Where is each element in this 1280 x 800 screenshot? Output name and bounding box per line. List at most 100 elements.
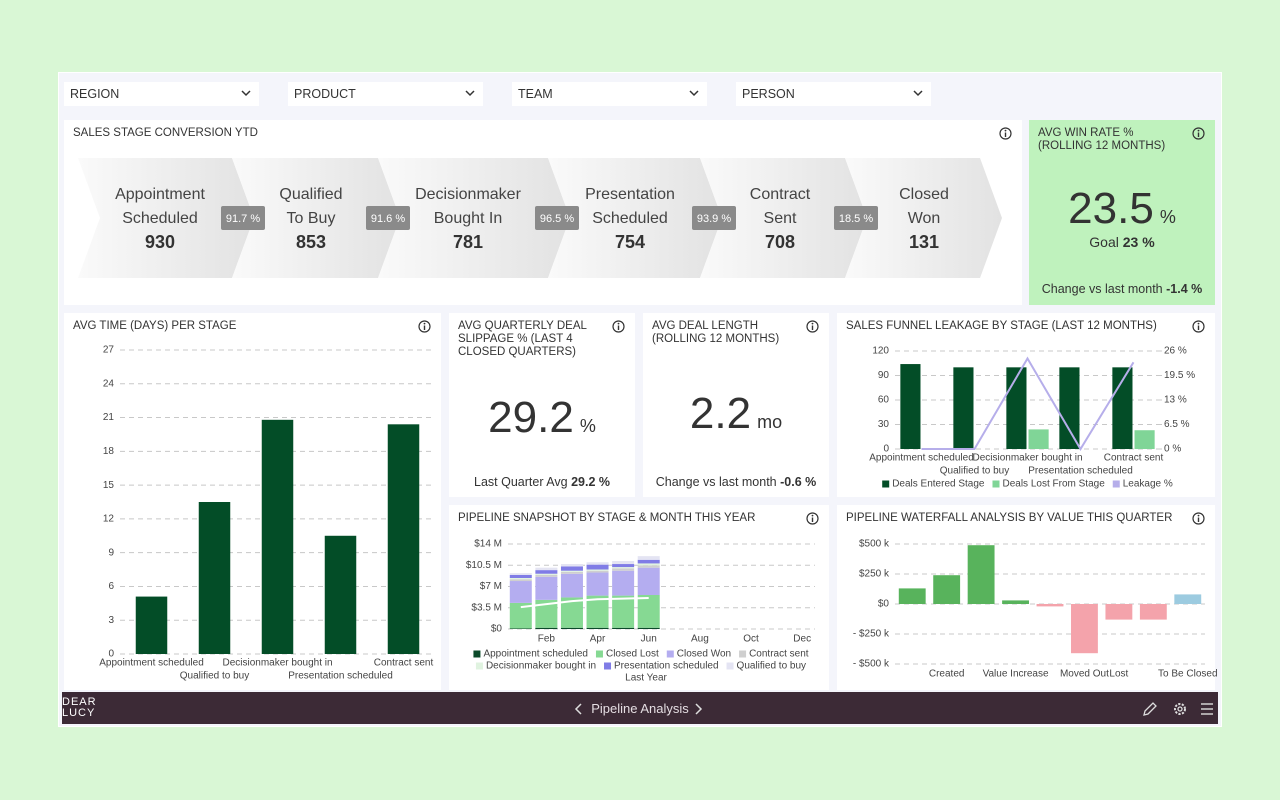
- logo-line: LUCY: [62, 707, 96, 719]
- logo-line: DEAR: [62, 696, 97, 708]
- panel-title: PIPELINE WATERFALL ANALYSIS BY VALUE THI…: [846, 512, 1173, 524]
- funnel-stage-shape: [700, 158, 867, 278]
- note-label: Change vs last month: [1041, 282, 1163, 296]
- kpi-value-row: 29.2%: [449, 393, 635, 443]
- dropdown-chevron: [913, 90, 923, 97]
- conversion-funnel: Appointment Scheduled 930 Qualified To Buy 85…: [78, 158, 1002, 278]
- stage-name: Decisionmaker: [415, 186, 521, 203]
- filter-label: PRODUCT: [294, 87, 356, 101]
- rate-label: 91.6 %: [371, 213, 405, 225]
- filter-label: TEAM: [518, 87, 553, 101]
- info-icon[interactable]: [612, 320, 625, 333]
- funnel-stage-shape: [548, 158, 722, 278]
- kpi-note: Change vs last month -0.6 %: [643, 475, 829, 489]
- kpi-note: Last Quarter Avg 29.2 %: [449, 475, 635, 489]
- panel-title: PIPELINE SNAPSHOT BY STAGE & MONTH THIS …: [458, 512, 756, 524]
- win-rate-panel: AVG WIN RATE % (ROLLING 12 MONTHS) 23.5%…: [1029, 120, 1215, 305]
- funnel-stage-shape: [232, 158, 400, 278]
- kpi-value: 2.2: [689, 389, 752, 438]
- settings-icon[interactable]: [1172, 701, 1188, 717]
- filter-label: REGION: [70, 87, 120, 101]
- menu-icon[interactable]: [1200, 702, 1214, 716]
- stage-count: 853: [296, 232, 326, 252]
- snapshot-panel: PIPELINE SNAPSHOT BY STAGE & MONTH THIS …: [449, 505, 829, 690]
- stage-name: Presentation: [585, 186, 675, 203]
- rate-badge: [221, 206, 265, 230]
- dropdown-chevron: [465, 90, 475, 97]
- note-value: 29.2 %: [571, 475, 610, 489]
- panel-title: AVG QUARTERLY DEAL SLIPPAGE % (LAST 4 CL…: [458, 320, 587, 358]
- kpi-value-row: 2.2 mo: [643, 389, 829, 439]
- goal-value: 23 %: [1122, 234, 1155, 250]
- waterfall-panel: PIPELINE WATERFALL ANALYSIS BY VALUE THI…: [837, 505, 1215, 690]
- stage-count: 781: [453, 232, 483, 252]
- prev-page[interactable]: [574, 703, 584, 715]
- filter-dropdown[interactable]: TEAM: [512, 82, 707, 106]
- rate-label: 91.7 %: [226, 213, 260, 225]
- info-icon[interactable]: [418, 320, 431, 333]
- kpi-note: Change vs last month -1.4 %: [1029, 282, 1215, 296]
- deal-length-panel: AVG DEAL LENGTH (ROLLING 12 MONTHS) 2.2 m…: [643, 313, 829, 497]
- goal-label: Goal: [1089, 234, 1119, 250]
- stage-count: 708: [765, 232, 795, 252]
- panel-title: AVG TIME (DAYS) PER STAGE: [73, 320, 237, 332]
- edit-icon[interactable]: [1142, 701, 1158, 717]
- page-name: Pipeline Analysis: [591, 701, 689, 716]
- note-value: -1.4 %: [1166, 282, 1203, 296]
- info-icon[interactable]: [1192, 320, 1205, 333]
- rate-badge: [834, 206, 878, 230]
- kpi-goal: Goal 23 %: [1029, 234, 1215, 250]
- rate-badge: [535, 206, 579, 230]
- info-icon[interactable]: [806, 320, 819, 333]
- funnel-stage-shape: [845, 158, 1002, 278]
- rate-label: 18.5 %: [839, 213, 873, 225]
- funnel-stage-shape: [378, 158, 570, 278]
- stage-name: Qualified: [279, 186, 342, 203]
- stage-name: To Buy: [287, 210, 336, 227]
- stage-name: Closed: [899, 186, 949, 203]
- funnel-stage-shape: [78, 158, 254, 278]
- filter-dropdown[interactable]: REGION: [64, 82, 259, 106]
- kpi-unit: %: [1159, 207, 1176, 227]
- kpi-value: 29.2: [488, 393, 574, 442]
- note-value: -0.6 %: [780, 475, 817, 489]
- info-icon[interactable]: [1192, 127, 1205, 140]
- stage-name: Sent: [764, 210, 797, 227]
- panel-title: AVG WIN RATE % (ROLLING 12 MONTHS): [1038, 127, 1166, 152]
- stage-name: Scheduled: [122, 210, 198, 227]
- leakage-panel: SALES FUNNEL LEAKAGE BY STAGE (LAST 12 M…: [837, 313, 1215, 497]
- stage-name: Appointment: [115, 186, 205, 203]
- filter-label: PERSON: [742, 87, 795, 101]
- panel-title: AVG DEAL LENGTH (ROLLING 12 MONTHS): [652, 320, 780, 345]
- filter-dropdown[interactable]: PRODUCT: [288, 82, 483, 106]
- panel-title: SALES FUNNEL LEAKAGE BY STAGE (LAST 12 M…: [846, 320, 1157, 332]
- stage-count: 930: [145, 232, 175, 252]
- kpi-unit: mo: [757, 412, 783, 432]
- next-page[interactable]: [693, 703, 703, 715]
- stage-name: Won: [908, 210, 941, 227]
- kpi-value-row: 23.5%: [1029, 184, 1215, 234]
- stage-name: Scheduled: [592, 210, 668, 227]
- kpi-unit: %: [579, 416, 596, 436]
- stage-count: 131: [909, 232, 939, 252]
- rate-label: 96.5 %: [540, 213, 574, 225]
- kpi-value: 23.5: [1068, 184, 1154, 233]
- avg-time-panel: AVG TIME (DAYS) PER STAGE: [64, 313, 441, 690]
- filter-dropdown[interactable]: PERSON: [736, 82, 931, 106]
- info-icon[interactable]: [806, 512, 819, 525]
- stage-name: Contract: [750, 186, 811, 203]
- note-label: Change vs last month: [655, 475, 777, 489]
- dropdown-chevron: [241, 90, 251, 97]
- stage-count: 754: [615, 232, 645, 252]
- info-icon[interactable]: [999, 127, 1012, 140]
- stage-name: Bought In: [434, 210, 503, 227]
- panel-title: SALES STAGE CONVERSION YTD: [73, 127, 258, 139]
- footer-bar: DEAR LUCY Pipeline Analysis: [62, 692, 1218, 724]
- logo[interactable]: DEAR LUCY: [62, 697, 97, 719]
- info-icon[interactable]: [1192, 512, 1205, 525]
- rate-label: 93.9 %: [697, 213, 731, 225]
- note-label: Last Quarter Avg: [474, 475, 568, 489]
- rate-badge: [692, 206, 736, 230]
- dropdown-chevron: [689, 90, 699, 97]
